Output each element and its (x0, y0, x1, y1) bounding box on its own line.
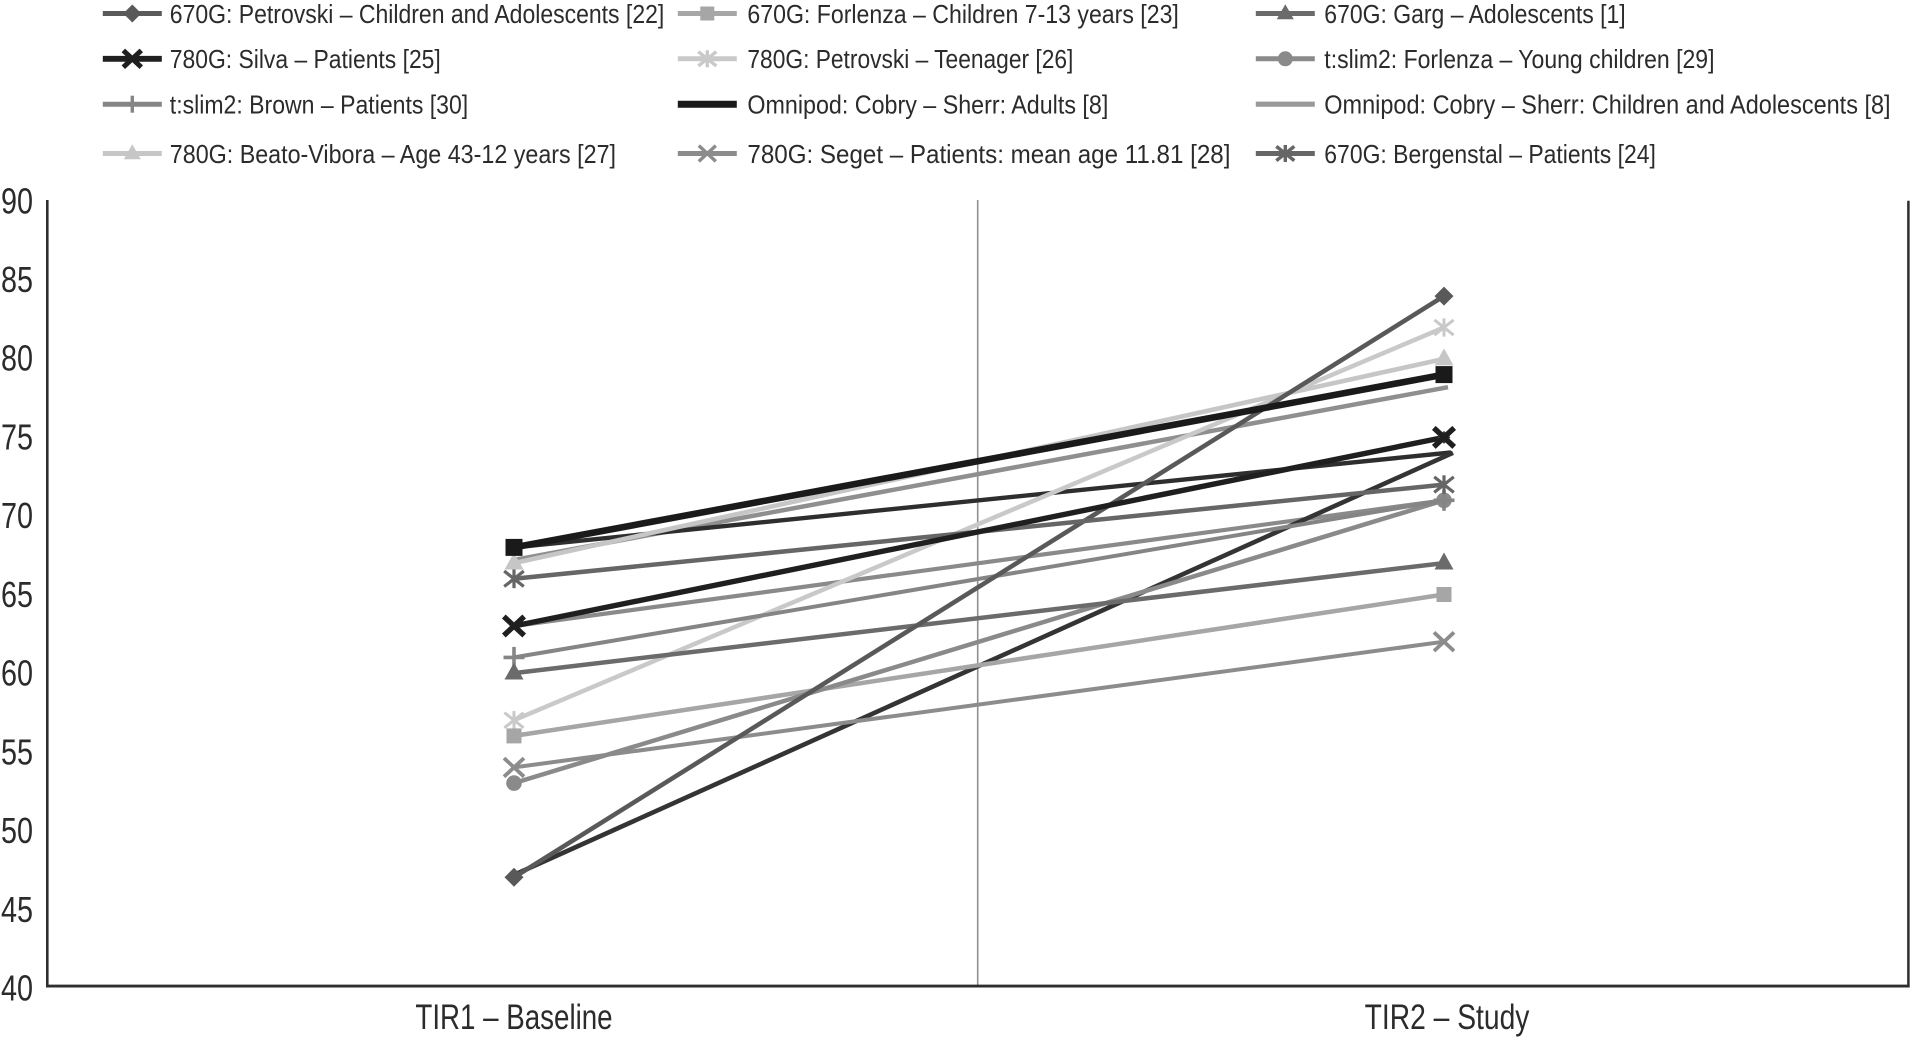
svg-text:670G: Bergenstal – Patients [2: 670G: Bergenstal – Patients [24] (1324, 141, 1656, 169)
svg-text:60: 60 (1, 652, 33, 693)
svg-text:780G: Petrovski – Teenager [26: 780G: Petrovski – Teenager [26] (747, 46, 1073, 74)
svg-text:75: 75 (1, 416, 33, 457)
svg-text:45: 45 (1, 889, 33, 930)
svg-text:90: 90 (1, 180, 33, 221)
svg-text:55: 55 (1, 731, 33, 772)
svg-text:70: 70 (1, 495, 33, 536)
svg-text:85: 85 (1, 259, 33, 300)
svg-text:50: 50 (1, 810, 33, 851)
svg-text:TIR1 – Baseline: TIR1 – Baseline (415, 997, 612, 1037)
svg-text:t:slim2: Forlenza – Young chil: t:slim2: Forlenza – Young children [29] (1324, 46, 1714, 74)
svg-text:670G: Forlenza – Children 7-13: 670G: Forlenza – Children 7-13 years [23… (747, 1, 1178, 29)
svg-text:t:slim2: Brown – Patients [30]: t:slim2: Brown – Patients [30] (170, 91, 468, 119)
svg-text:670G: Garg – Adolescents [1]: 670G: Garg – Adolescents [1] (1324, 1, 1625, 29)
svg-text:80: 80 (1, 338, 33, 379)
svg-text:Omnipod: Cobry – Sherr: Childr: Omnipod: Cobry – Sherr: Children and Ado… (1324, 92, 1890, 120)
svg-text:40: 40 (1, 967, 33, 1008)
svg-text:780G: Beato-Vibora – Age 43-12: 780G: Beato-Vibora – Age 43-12 years [27… (170, 141, 616, 169)
svg-text:780G: Silva – Patients [25]: 780G: Silva – Patients [25] (170, 46, 441, 74)
svg-text:Omnipod: Cobry – Sherr: Adults: Omnipod: Cobry – Sherr: Adults [8] (747, 92, 1108, 120)
svg-text:780G: Seget – Patients: mean a: 780G: Seget – Patients: mean age 11.81 [… (747, 141, 1230, 169)
svg-text:TIR2 – Study: TIR2 – Study (1365, 997, 1530, 1037)
svg-text:670G: Petrovski – Children and: 670G: Petrovski – Children and Adolescen… (170, 1, 664, 29)
svg-text:65: 65 (1, 574, 33, 615)
